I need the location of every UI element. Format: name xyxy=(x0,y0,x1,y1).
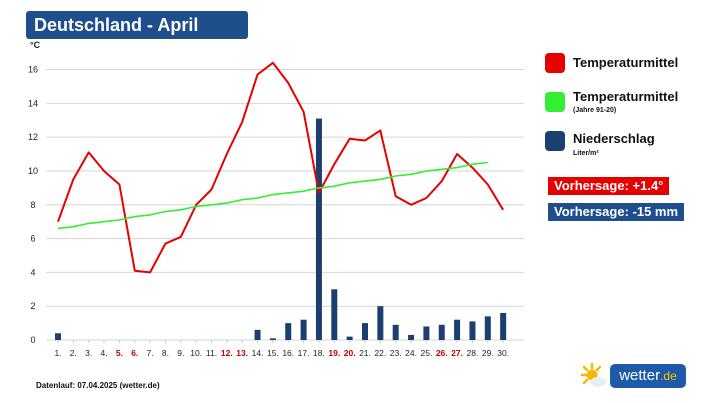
x-tick-label: 21. xyxy=(359,348,371,358)
x-tick-label: 13. xyxy=(236,348,248,358)
logo-wordmark: wetter.de xyxy=(610,364,686,388)
x-tick-label: 7. xyxy=(147,348,154,358)
forecast-precipitation-badge: Vorhersage: -15 mm xyxy=(548,203,685,221)
y-tick-label: 12 xyxy=(28,132,38,142)
x-tick-label: 22. xyxy=(374,348,386,358)
y-tick-label: 2 xyxy=(30,301,35,311)
precipitation-bar xyxy=(484,316,491,340)
precipitation-bar xyxy=(377,306,384,340)
x-tick-label: 20. xyxy=(344,348,356,358)
x-tick-label: 10. xyxy=(190,348,202,358)
precipitation-bar xyxy=(254,329,261,340)
y-tick-label: 6 xyxy=(30,234,35,244)
y-tick-label: 8 xyxy=(30,200,35,210)
wetter-logo[interactable]: wetter.de xyxy=(578,362,688,390)
precipitation-bar xyxy=(500,312,507,340)
x-tick-label: 17. xyxy=(298,348,310,358)
x-tick-label: 16. xyxy=(282,348,294,358)
x-tick-label: 3. xyxy=(85,348,92,358)
x-tick-label: 11. xyxy=(206,348,217,358)
temperature-line xyxy=(57,61,504,274)
legend-swatch-temperature-normal xyxy=(545,92,565,112)
x-tick-label: 27. xyxy=(451,348,463,358)
x-tick-label: 18. xyxy=(313,348,325,358)
precipitation-bar xyxy=(438,324,445,340)
x-tick-label: 24. xyxy=(405,348,417,358)
legend-swatch-precipitation xyxy=(545,131,565,151)
page-title: Deutschland - April xyxy=(26,11,248,39)
precipitation-bar xyxy=(315,118,322,340)
y-tick-label: 14 xyxy=(28,98,38,108)
temperature-normal-line xyxy=(57,161,488,230)
precipitation-bar xyxy=(285,323,292,340)
x-tick-label: 15. xyxy=(267,348,279,358)
x-tick-label: 8. xyxy=(162,348,169,358)
legend-swatch-temperature xyxy=(545,53,565,73)
sun-cloud-icon xyxy=(580,362,606,387)
x-tick-label: 29. xyxy=(482,348,494,358)
x-tick-label: 2. xyxy=(70,348,77,358)
x-tick-label: 1. xyxy=(54,348,61,358)
precipitation-bar xyxy=(392,324,399,340)
precipitation-bar xyxy=(346,336,353,340)
y-tick-label: 0 xyxy=(30,335,35,345)
precipitation-bar xyxy=(408,334,415,340)
legend-label-precipitation: Niederschlag xyxy=(573,131,655,146)
precipitation-bar xyxy=(469,321,476,340)
x-tick-label: 25. xyxy=(420,348,432,358)
precipitation-bar xyxy=(454,319,461,340)
x-tick-label: 28. xyxy=(467,348,479,358)
x-tick-label: 9. xyxy=(177,348,184,358)
x-tick-label: 5. xyxy=(116,348,123,358)
x-tick-label: 12. xyxy=(221,348,233,358)
x-tick-label: 6. xyxy=(131,348,138,358)
x-tick-label: 19. xyxy=(328,348,340,358)
logo-tld: .de xyxy=(660,369,677,383)
legend-sublabel-temperature-normal: (Jahre 91-20) xyxy=(573,107,617,114)
legend-sublabel-precipitation: Liter/m² xyxy=(573,150,599,157)
x-tick-label: 14. xyxy=(252,348,264,358)
data-run-footer: Datenlauf: 07.04.2025 (wetter.de) xyxy=(36,381,160,390)
legend-label-temperature-normal: Temperaturmittel xyxy=(573,89,679,104)
precipitation-bar xyxy=(55,333,61,340)
precipitation-bar xyxy=(300,319,307,340)
x-tick-label: 23. xyxy=(390,348,402,358)
precipitation-bar xyxy=(269,338,276,340)
x-tick-label: 26. xyxy=(436,348,448,358)
y-tick-label: 16 xyxy=(28,65,38,75)
x-tick-label: 30. xyxy=(497,348,509,358)
y-axis-unit: °C xyxy=(30,40,41,50)
x-tick-label: 4. xyxy=(101,348,108,358)
precipitation-bar xyxy=(362,323,368,340)
legend-label-temperature: Temperaturmittel xyxy=(573,55,679,70)
logo-name: wetter xyxy=(619,367,661,384)
y-tick-label: 10 xyxy=(28,166,38,176)
y-tick-label: 4 xyxy=(30,267,35,277)
precipitation-bar xyxy=(423,326,430,340)
forecast-temperature-badge: Vorhersage: +1.4° xyxy=(548,177,670,195)
precipitation-bar xyxy=(331,289,338,340)
